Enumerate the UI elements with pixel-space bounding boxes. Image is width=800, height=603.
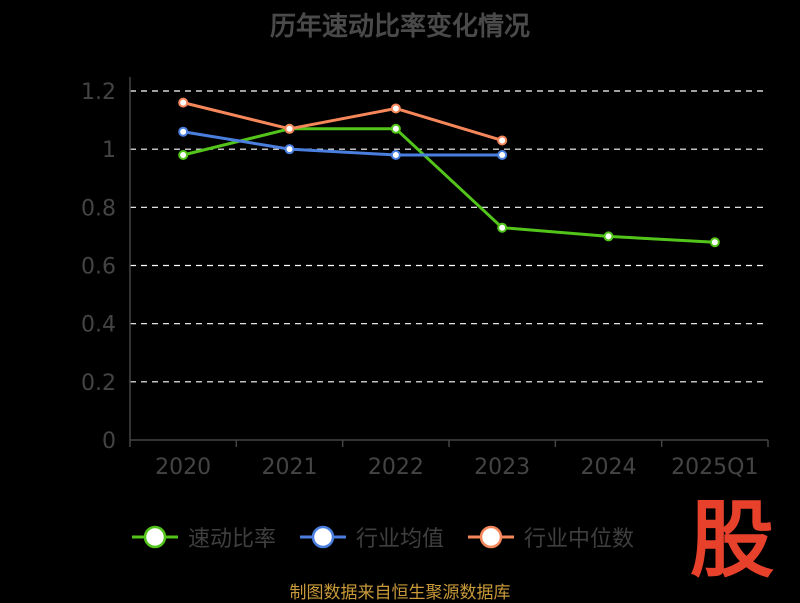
data-point: [284, 123, 295, 134]
data-point: [497, 222, 508, 233]
series-line-2: [182, 101, 503, 142]
data-point: [390, 149, 401, 160]
legend-item-1[interactable]: 行业均值: [298, 521, 444, 553]
legend-label: 速动比率: [188, 527, 277, 552]
data-point: [178, 97, 189, 108]
x-tick-label: 2020: [155, 455, 211, 480]
data-point: [603, 231, 614, 242]
y-tick-label: 0.4: [81, 313, 116, 338]
data-point: [390, 123, 401, 134]
y-tick-label: 0.2: [81, 371, 116, 396]
legend-marker: [300, 525, 347, 549]
series-group: [178, 97, 720, 248]
y-tick-label: 1.2: [81, 80, 116, 105]
legend-marker: [468, 525, 515, 549]
series-line-0: [182, 127, 715, 244]
series-line-1: [182, 130, 503, 157]
x-tick-label: 2023: [474, 455, 530, 480]
watermark-logo: 股: [690, 490, 775, 589]
y-tick-label: 0.6: [81, 255, 116, 280]
legend-label: 行业均值: [356, 527, 445, 552]
x-tick-label: 2024: [581, 455, 637, 480]
y-tick-label: 0: [102, 429, 116, 454]
axes: 0 0.2 0.4 0.6 0.8 1 1.2 2020 2021 2022 2023 2024 202…: [81, 77, 769, 480]
legend-marker: [132, 525, 178, 549]
data-point: [497, 149, 508, 160]
data-point: [284, 144, 295, 155]
legend-item-0[interactable]: 速动比率: [130, 521, 276, 553]
data-point: [178, 126, 189, 137]
chart-title: 历年速动比率变化情况: [269, 12, 530, 42]
x-tick-label: 2025Q1: [671, 455, 758, 480]
data-point: [178, 149, 189, 160]
y-tick-label: 1: [102, 138, 116, 163]
x-tick-label: 2021: [262, 455, 318, 480]
gridlines: [130, 90, 768, 383]
data-point: [709, 237, 720, 248]
legend-item-2[interactable]: 行业中位数: [466, 521, 634, 553]
legend: 速动比率 行业均值 行业中位数: [130, 520, 634, 554]
data-point: [390, 103, 401, 114]
source-note: 制图数据来自恒生聚源数据库: [289, 583, 511, 603]
data-point: [497, 135, 508, 146]
y-tick-label: 0.8: [81, 196, 116, 221]
x-tick-label: 2022: [368, 455, 424, 480]
legend-label: 行业中位数: [524, 527, 635, 552]
